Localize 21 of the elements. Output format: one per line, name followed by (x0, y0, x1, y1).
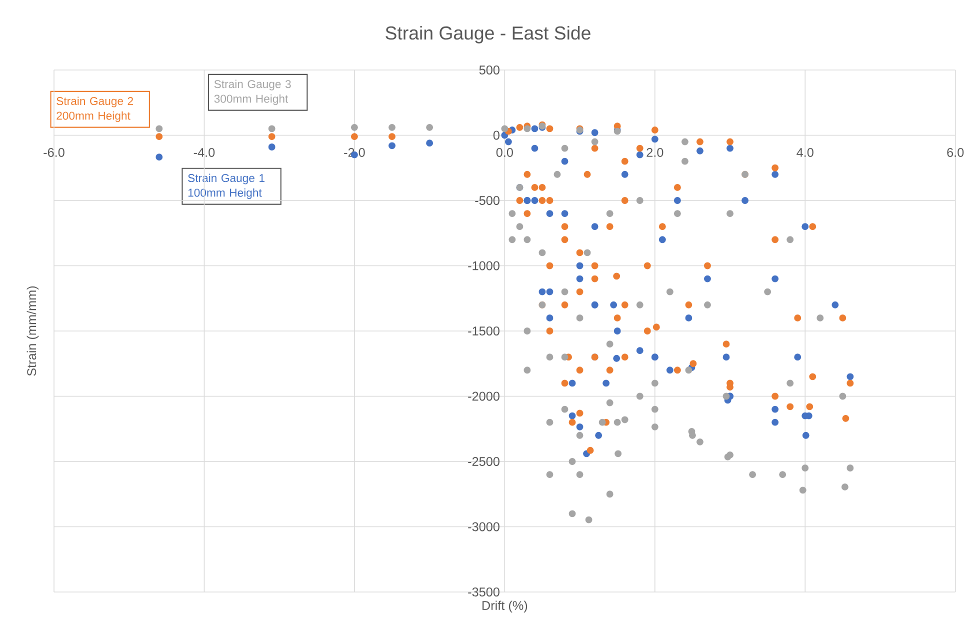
x-tick-label: -4.0 (194, 148, 215, 158)
x-tick-label: 0.0 (496, 148, 513, 158)
x-tick-label: 6.0 (947, 148, 964, 158)
y-tick-label: -2000 (468, 392, 500, 401)
y-tick-label: -3500 (468, 588, 500, 597)
y-tick-label: -2500 (468, 457, 500, 466)
y-tick-label: -3000 (468, 522, 500, 532)
y-axis-title: Strain (mm/mm) (26, 286, 39, 376)
y-tick-label: 0 (493, 130, 500, 140)
text: Strain Gauge 3 300mm Height (214, 80, 291, 106)
y-tick-label: -500 (475, 196, 500, 206)
x-tick-label: 4.0 (796, 148, 814, 158)
text: Strain Gauge 2 200mm Height (56, 96, 134, 122)
x-tick-label: -6.0 (44, 148, 64, 158)
y-tick-label: 500 (479, 66, 500, 75)
y-tick-label: -1000 (468, 261, 500, 270)
text: Strain Gauge 1 100mm Height (188, 174, 264, 200)
y-tick-label: -1500 (468, 326, 500, 336)
chart-title: Strain Gauge - East Side (386, 26, 590, 44)
x-axis-title: Drift (%) (482, 600, 528, 613)
x-tick-label: 2.0 (646, 148, 664, 158)
